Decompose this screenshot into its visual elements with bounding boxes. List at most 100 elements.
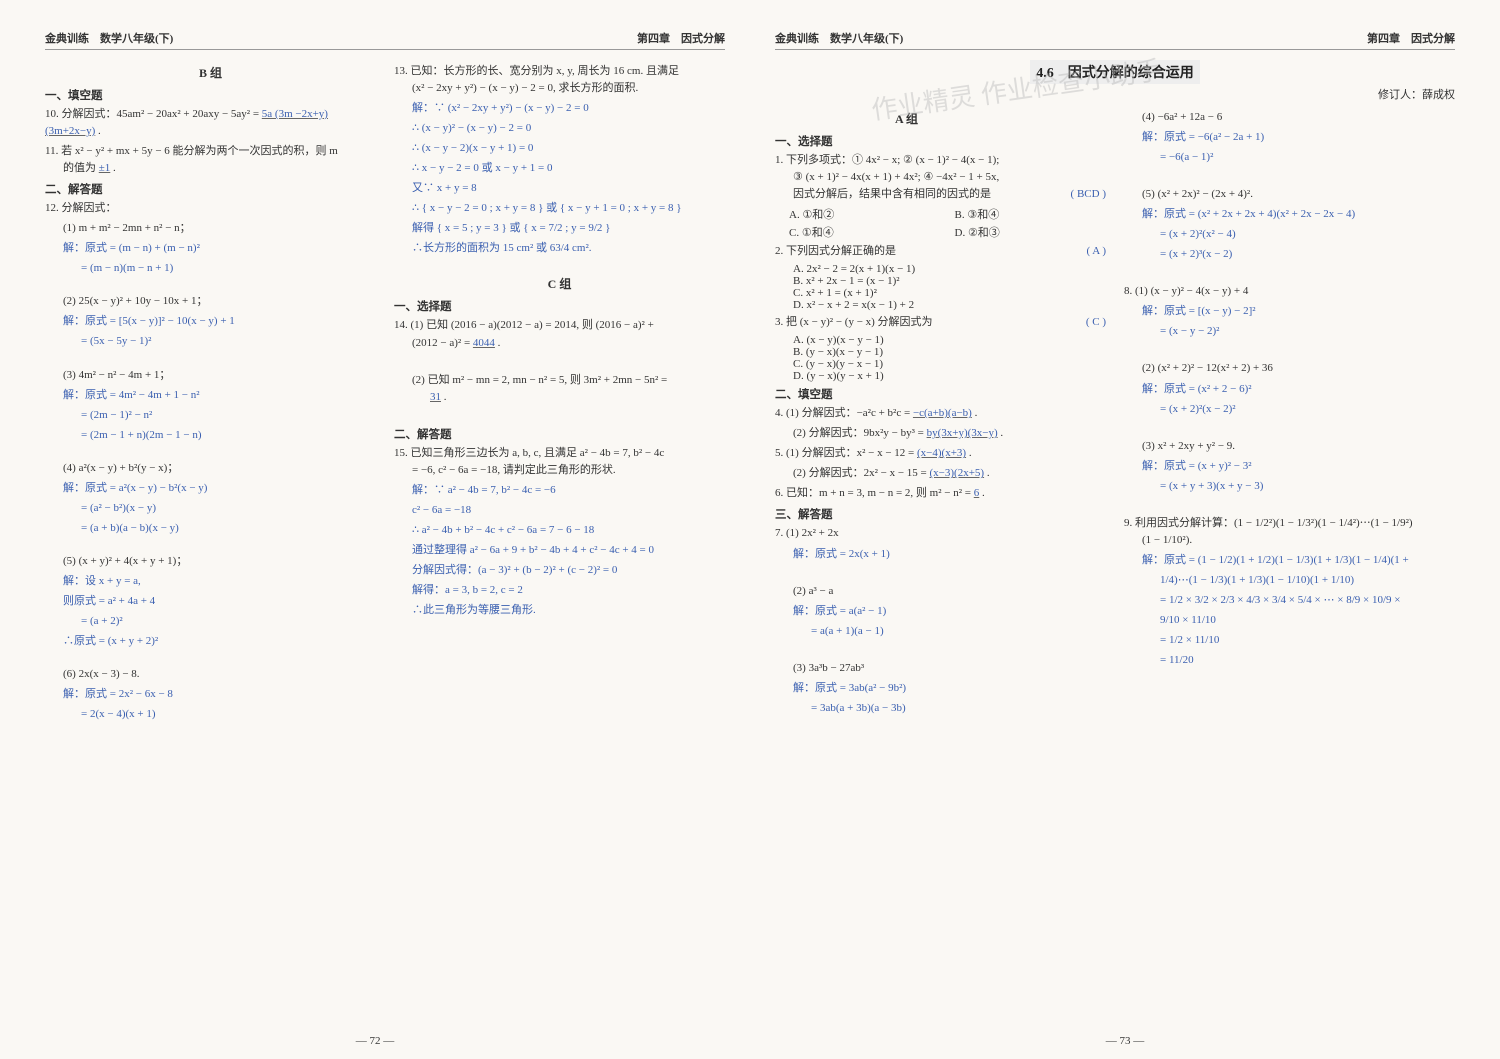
- r-q5-2: (2) 分解因式：2x² − x − 15 = (x−3)(2x+5) .: [775, 465, 1106, 482]
- group-a-title: A 组: [895, 110, 1106, 127]
- r-q3-opts: A. (x − y)(x − y − 1) B. (y − x)(x − y −…: [775, 334, 1106, 382]
- r-q8-3: (3) x² + 2xy + y² − 9.: [1124, 438, 1455, 455]
- r-q7-4s2: = −6(a − 1)²: [1124, 149, 1455, 166]
- q15-s7: ∴此三角形为等腰三角形.: [394, 602, 725, 619]
- r-q8-3s2: = (x + y + 3)(x + y − 3): [1124, 478, 1455, 495]
- r-q9: 9. 利用因式分解计算：(1 − 1/2²)(1 − 1/3²)(1 − 1/4…: [1124, 515, 1455, 549]
- q12-5-s4: ∴原式 = (x + y + 2)²: [45, 633, 376, 650]
- r-q1: 1. 下列多项式：① 4x² − x; ② (x − 1)² − 4(x − 1…: [775, 152, 1106, 203]
- r-q6: 6. 已知：m + n = 3, m − n = 2, 则 m² − n² = …: [775, 485, 1106, 502]
- r-q1-opts: A. ①和② B. ③和④ C. ①和④ D. ②和③: [789, 206, 1106, 240]
- q15-s4: 通过整理得 a² − 6a + 9 + b² − 4b + 4 + c² − 4…: [394, 542, 725, 559]
- reviser: 修订人：薛成权: [775, 86, 1455, 102]
- r-solve-title: 三、解答题: [775, 506, 1106, 522]
- q12-6-s2: = 2(x − 4)(x + 1): [45, 706, 376, 723]
- q15-s6: 解得：a = 3, b = 2, c = 2: [394, 582, 725, 599]
- chapter-title: 第四章 因式分解: [637, 30, 725, 46]
- page-header-left: 金典训练 数学八年级(下) 第四章 因式分解: [45, 30, 725, 50]
- r-q7-4s1: 解：原式 = −6(a² − 2a + 1): [1124, 129, 1455, 146]
- q13-s5: 又∵ x + y = 8: [394, 180, 725, 197]
- r-q7-5s1: 解：原式 = (x² + 2x + 2x + 4)(x² + 2x − 2x −…: [1124, 206, 1455, 223]
- r-q7-5s3: = (x + 2)³(x − 2): [1124, 246, 1455, 263]
- q12-3: (3) 4m² − n² − 4m + 1；: [45, 367, 376, 384]
- r-q7-2: (2) a³ − a: [775, 583, 1106, 600]
- r-q9-s4: 9/10 × 11/10: [1124, 612, 1455, 629]
- page-num-right: — 73 —: [750, 1035, 1500, 1047]
- q13-s7: 解得 { x = 5 ; y = 3 } 或 { x = 7/2 ; y = 9…: [394, 220, 725, 237]
- q12-5-s1: 解：设 x + y = a,: [45, 573, 376, 590]
- r-q9-s2: 1/4)⋯(1 − 1/3)(1 + 1/3)(1 − 1/10)(1 + 1/…: [1124, 572, 1455, 589]
- r-q7-5s2: = (x + 2)²(x² − 4): [1124, 226, 1455, 243]
- r-q7-4: (4) −6a² + 12a − 6: [1124, 109, 1455, 126]
- q14-2: (2) 已知 m² − mn = 2, mn − n² = 5, 则 3m² +…: [394, 372, 725, 406]
- r-q8-2: (2) (x² + 2)² − 12(x² + 2) + 36: [1124, 360, 1455, 377]
- q12-2-s2: = (5x − 5y − 1)²: [45, 333, 376, 350]
- q12-6: (6) 2x(x − 3) − 8.: [45, 666, 376, 683]
- r-choice-title: 一、选择题: [775, 133, 1106, 149]
- chapter-title-r: 第四章 因式分解: [1367, 30, 1455, 46]
- r-q8-2s1: 解：原式 = (x² + 2 − 6)²: [1124, 381, 1455, 398]
- q12-1: (1) m + m² − 2mn + n² − n；: [45, 220, 376, 237]
- r-q7-s: 解：原式 = 2x(x + 1): [775, 546, 1106, 563]
- q13-s8: ∴长方形的面积为 15 cm² 或 63/4 cm².: [394, 240, 725, 257]
- book-title-r: 金典训练 数学八年级(下): [775, 30, 903, 46]
- r-q2: 2. 下列因式分解正确的是 ( A ): [775, 243, 1106, 260]
- q13-s4: ∴ x − y − 2 = 0 或 x − y + 1 = 0: [394, 160, 725, 177]
- r-q3: 3. 把 (x − y)² − (y − x) 分解因式为 ( C ): [775, 314, 1106, 331]
- c-solve-title: 二、解答题: [394, 426, 725, 442]
- q12-4-s1: 解：原式 = a²(x − y) − b²(x − y): [45, 480, 376, 497]
- r-q9-s3: = 1/2 × 3/2 × 2/3 × 4/3 × 3/4 × 5/4 × ⋯ …: [1124, 592, 1455, 609]
- q12-1-s2: = (m − n)(m − n + 1): [45, 260, 376, 277]
- r-q2-opts: A. 2x² − 2 = 2(x + 1)(x − 1) B. x² + 2x …: [775, 263, 1106, 311]
- r-q4-1: 4. (1) 分解因式：−a²c + b²c = −c(a+b)(a−b) .: [775, 405, 1106, 422]
- r-q8-3s1: 解：原式 = (x + y)² − 3²: [1124, 458, 1455, 475]
- q15-s3: ∴ a² − 4b + b² − 4c + c² − 6a = 7 − 6 − …: [394, 522, 725, 539]
- q12-3-s2: = (2m − 1)² − n²: [45, 407, 376, 424]
- q12-6-s1: 解：原式 = 2x² − 6x − 8: [45, 686, 376, 703]
- r-q9-s1: 解：原式 = (1 − 1/2)(1 + 1/2)(1 − 1/3)(1 + 1…: [1124, 552, 1455, 569]
- q12-2: (2) 25(x − y)² + 10y − 10x + 1；: [45, 293, 376, 310]
- q14: 14. (1) 已知 (2016 − a)(2012 − a) = 2014, …: [394, 317, 725, 351]
- q12-5-s3: = (a + 2)²: [45, 613, 376, 630]
- group-c-title: C 组: [394, 275, 725, 292]
- solve-title: 二、解答题: [45, 181, 376, 197]
- q12-5-s2: 则原式 = a² + 4a + 4: [45, 593, 376, 610]
- q15-s5: 分解因式得：(a − 3)² + (b − 2)² + (c − 2)² = 0: [394, 562, 725, 579]
- q12-3-s3: = (2m − 1 + n)(2m − 1 − n): [45, 427, 376, 444]
- r-q4-2: (2) 分解因式：9bx²y − by³ = by(3x+y)(3x−y) .: [775, 425, 1106, 442]
- q15: 15. 已知三角形三边长为 a, b, c, 且满足 a² − 4b = 7, …: [394, 445, 725, 479]
- r-q9-s5: = 1/2 × 11/10: [1124, 632, 1455, 649]
- q12-3-s1: 解：原式 = 4m² − 4m + 1 − n²: [45, 387, 376, 404]
- book-title: 金典训练 数学八年级(下): [45, 30, 173, 46]
- r-q7-2s1: 解：原式 = a(a² − 1): [775, 603, 1106, 620]
- q13-s3: ∴ (x − y − 2)(x − y + 1) = 0: [394, 140, 725, 157]
- r-q7-3s1: 解：原式 = 3ab(a² − 9b²): [775, 680, 1106, 697]
- r-fill-title: 二、填空题: [775, 386, 1106, 402]
- q15-s2: c² − 6a = −18: [394, 502, 725, 519]
- r-q8: 8. (1) (x − y)² − 4(x − y) + 4: [1124, 283, 1455, 300]
- q10: 10. 分解因式：45am² − 20ax² + 20axy − 5ay² = …: [45, 106, 376, 140]
- q12-4-s3: = (a + b)(a − b)(x − y): [45, 520, 376, 537]
- q12: 12. 分解因式：: [45, 200, 376, 217]
- r-q9-s6: = 11/20: [1124, 652, 1455, 669]
- r-q7-5: (5) (x² + 2x)² − (2x + 4)².: [1124, 186, 1455, 203]
- group-b-title: B 组: [45, 64, 376, 81]
- q13: 13. 已知：长方形的长、宽分别为 x, y, 周长为 16 cm. 且满足 (…: [394, 63, 725, 97]
- r-q7-3: (3) 3a³b − 27ab³: [775, 660, 1106, 677]
- q13-s2: ∴ (x − y)² − (x − y) − 2 = 0: [394, 120, 725, 137]
- q12-5: (5) (x + y)² + 4(x + y + 1)；: [45, 553, 376, 570]
- r-q8-2s2: = (x + 2)²(x − 2)²: [1124, 401, 1455, 418]
- r-q5-1: 5. (1) 分解因式：x² − x − 12 = (x−4)(x+3) .: [775, 445, 1106, 462]
- q12-1-s1: 解：原式 = (m − n) + (m − n)²: [45, 240, 376, 257]
- page-header-right: 金典训练 数学八年级(下) 第四章 因式分解: [775, 30, 1455, 50]
- q12-4: (4) a²(x − y) + b²(y − x)；: [45, 460, 376, 477]
- q13-s6: ∴ { x − y − 2 = 0 ; x + y = 8 } 或 { x − …: [394, 200, 725, 217]
- c-choice-title: 一、选择题: [394, 298, 725, 314]
- r-q8-s2: = (x − y − 2)²: [1124, 323, 1455, 340]
- page-num-left: — 72 —: [0, 1035, 750, 1047]
- q13-s1: 解：∵ (x² − 2xy + y²) − (x − y) − 2 = 0: [394, 100, 725, 117]
- sec-4-6-title: 4.6 因式分解的综合运用: [1030, 60, 1200, 84]
- q12-2-s1: 解：原式 = [5(x − y)]² − 10(x − y) + 1: [45, 313, 376, 330]
- r-q7-3s2: = 3ab(a + 3b)(a − 3b): [775, 700, 1106, 717]
- q15-s1: 解：∵ a² − 4b = 7, b² − 4c = −6: [394, 482, 725, 499]
